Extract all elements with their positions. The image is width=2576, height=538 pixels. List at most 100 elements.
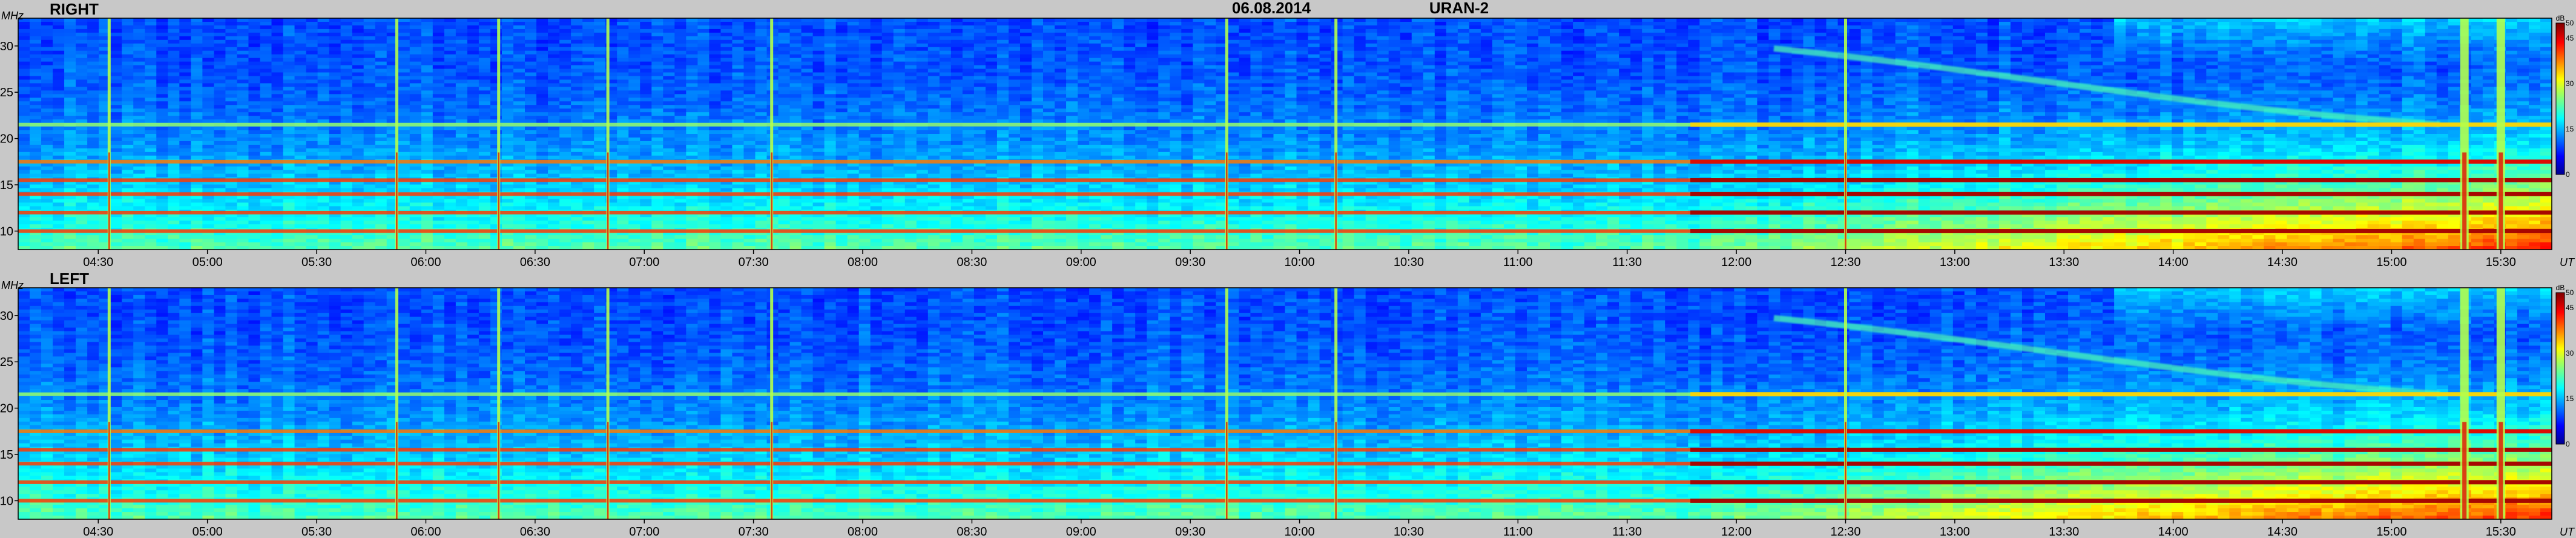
x-tick-label: 06:30	[520, 256, 550, 269]
colorbar-tick-label: 50	[2566, 19, 2574, 27]
x-tick-label: 14:00	[2158, 256, 2189, 269]
burst-marker	[770, 288, 774, 519]
spectrogram-panel: LEFT MHz 10 15 20 25 30 04:30 05:00 05:30 06:00 06:…	[0, 270, 2575, 538]
burst-marker	[1843, 288, 1847, 519]
burst-core	[771, 152, 772, 250]
figure-date: 06.08.2014	[1232, 0, 1311, 17]
x-tick-label: 15:00	[2376, 256, 2406, 269]
burst-core	[1335, 152, 1337, 250]
colorbar-tick-label: 30	[2566, 79, 2574, 88]
interference-band	[18, 462, 2552, 466]
instrument-name: URAN-2	[1429, 0, 1489, 17]
burst-core	[108, 422, 110, 519]
interference-band-late	[1690, 447, 2552, 452]
spectrogram-image	[18, 288, 2552, 520]
drift-feature	[1773, 315, 2440, 397]
colorbar	[2555, 292, 2565, 445]
x-tick-label: 15:00	[2376, 525, 2406, 538]
interference-band-late	[1690, 392, 2552, 397]
x-tick-label: 04:30	[83, 525, 113, 538]
x-axis-label: UT	[2560, 526, 2575, 538]
x-tick-label: 09:00	[1066, 525, 1096, 538]
x-tick-label: 13:00	[1940, 525, 1970, 538]
x-tick-label: 05:30	[301, 525, 332, 538]
y-tick-label: 25	[0, 356, 13, 369]
x-tick-label: 12:30	[1830, 525, 1860, 538]
x-tick-label: 08:00	[848, 525, 878, 538]
interference-band-late	[1690, 178, 2552, 182]
x-tick-label: 10:00	[1285, 525, 1315, 538]
x-tick-label: 09:30	[1175, 525, 1205, 538]
interference-band	[18, 210, 2552, 214]
burst-marker	[497, 288, 501, 519]
interference-band	[18, 429, 2552, 433]
burst-marker	[770, 18, 774, 250]
x-tick-label: 06:00	[410, 256, 441, 269]
colorbar-tick-label: 50	[2566, 288, 2574, 297]
burst-marker	[395, 18, 398, 250]
burst-core	[1845, 152, 1846, 250]
burst-core	[498, 422, 499, 519]
x-tick-label: 10:00	[1285, 256, 1315, 269]
x-tick-label: 05:00	[193, 256, 223, 269]
x-tick-label: 12:30	[1830, 256, 1860, 269]
colorbar-unit: dB	[2556, 284, 2565, 292]
x-tick-label: 08:30	[957, 525, 987, 538]
x-tick-label: 11:00	[1503, 525, 1533, 538]
y-tick-label: 15	[0, 179, 13, 192]
burst-core	[1226, 152, 1228, 250]
burst-core	[1845, 422, 1846, 519]
colorbar-unit: dB	[2556, 14, 2565, 22]
y-tick-label: 30	[0, 310, 13, 323]
burst-core	[2499, 152, 2503, 250]
interference-band-late	[1690, 122, 2552, 127]
x-tick-label: 11:00	[1503, 256, 1533, 269]
x-tick-label: 12:00	[1721, 256, 1751, 269]
x-tick-label: 05:30	[301, 256, 332, 269]
plot-frame	[18, 287, 2552, 520]
x-tick-label: 07:00	[629, 256, 659, 269]
interference-band-late	[1690, 480, 2552, 485]
x-tick-label: 15:30	[2486, 256, 2516, 269]
x-tick-label: 11:30	[1612, 525, 1642, 538]
x-tick-label: 09:30	[1175, 256, 1205, 269]
burst-core	[2499, 422, 2503, 519]
x-tick-label: 04:30	[83, 256, 113, 269]
x-tick-label: 05:00	[193, 525, 223, 538]
spectrogram-panel: RIGHT MHz 10 15 20 25 30 04:30 05:00 05:30 06:00 06…	[0, 0, 2575, 269]
burst-marker	[606, 288, 610, 519]
interference-band	[18, 192, 2552, 196]
burst-core	[108, 152, 110, 250]
spectrogram-image	[18, 18, 2552, 250]
panel-label: LEFT	[50, 270, 89, 288]
burst-core	[607, 422, 609, 519]
x-tick-label: 15:30	[2486, 525, 2516, 538]
x-tick-label: 13:30	[2049, 256, 2079, 269]
x-tick-label: 06:30	[520, 525, 550, 538]
burst-core	[2462, 422, 2467, 519]
x-tick-label: 08:30	[957, 256, 987, 269]
x-tick-label: 07:30	[739, 525, 769, 538]
interference-band-late	[1690, 228, 2552, 233]
colorbar-tick-label: 45	[2566, 304, 2574, 312]
x-tick-label: 13:30	[2049, 525, 2079, 538]
burst-marker	[395, 288, 398, 519]
y-axis-label: MHz	[1, 279, 24, 291]
colorbar-tick-label: 45	[2566, 34, 2574, 42]
x-tick-label: 07:30	[739, 256, 769, 269]
interference-band-late	[1690, 210, 2552, 215]
x-tick-label: 06:00	[410, 525, 441, 538]
burst-marker	[107, 18, 111, 250]
burst-marker	[606, 18, 610, 250]
interference-band	[18, 229, 2552, 233]
x-tick-label: 14:30	[2267, 525, 2298, 538]
colorbar	[2555, 22, 2565, 175]
x-tick-label: 13:00	[1940, 256, 1970, 269]
burst-core	[1226, 422, 1228, 519]
x-tick-label: 07:00	[629, 525, 659, 538]
interference-band-late	[1690, 159, 2552, 164]
x-tick-label: 12:00	[1721, 525, 1751, 538]
interference-band	[18, 499, 2552, 503]
